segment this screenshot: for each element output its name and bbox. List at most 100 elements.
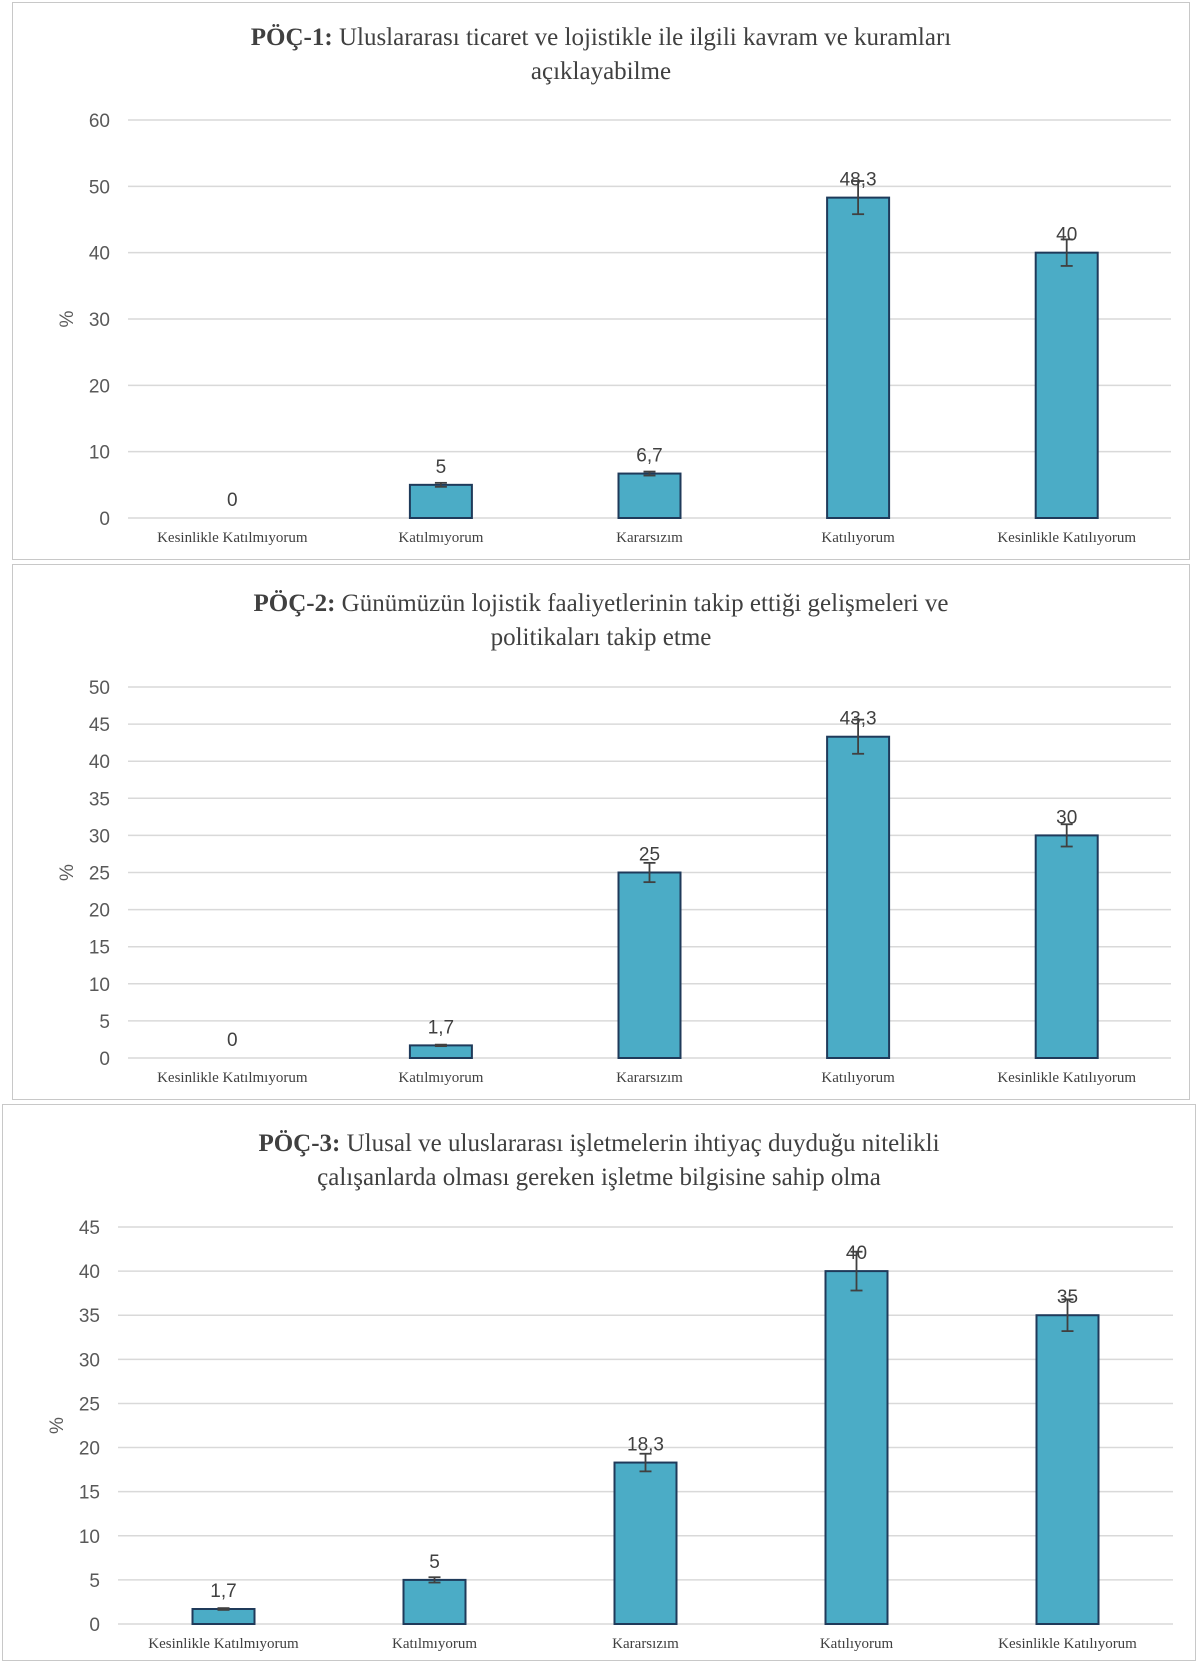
bar	[826, 196, 891, 520]
data-label: 35	[1057, 1287, 1078, 1308]
chart-title-2: PÖÇ-2: Günümüzün lojistik faaliyetlerini…	[13, 587, 1189, 655]
x-tick-label: Katılmıyorum	[398, 1070, 483, 1086]
data-label: 18,3	[627, 1435, 664, 1456]
y-axis-label: %	[47, 1417, 68, 1434]
y-tick-label: 5	[89, 1571, 100, 1592]
chart-title-line1: Günümüzün lojistik faaliyetlerinin takip…	[341, 590, 949, 617]
y-tick-label: 15	[89, 938, 110, 959]
x-tick-label: Katılıyorum	[821, 530, 895, 546]
bar	[1035, 1314, 1100, 1625]
x-tick-label: Katılıyorum	[821, 1070, 895, 1086]
bar	[613, 1461, 678, 1626]
data-label: 0	[227, 490, 238, 511]
y-tick-label: 45	[89, 715, 110, 736]
data-label: 48,3	[840, 170, 877, 191]
x-tick-label: Katılmıyorum	[398, 530, 483, 546]
y-tick-label: 20	[89, 376, 110, 397]
bar	[1034, 834, 1099, 1059]
error-bar	[852, 180, 865, 216]
bar	[402, 1578, 467, 1625]
x-tick-label: Kesinlikle Katılıyorum	[998, 1636, 1137, 1652]
error-bar	[643, 470, 656, 477]
x-tick-label: Kararsızım	[612, 1636, 679, 1652]
error-bar	[434, 481, 447, 488]
y-axis-label: %	[57, 864, 78, 881]
chart-panel-2: PÖÇ-2: Günümüzün lojistik faaliyetlerini…	[12, 564, 1190, 1100]
x-tick-label: Katılıyorum	[820, 1636, 894, 1652]
chart-title-line2: çalışanlarda olması gereken işletme bilg…	[317, 1164, 881, 1191]
error-bar	[1060, 823, 1073, 848]
bar	[408, 483, 473, 520]
y-tick-label: 10	[79, 1527, 100, 1548]
chart-title-line1: Uluslararası ticaret ve lojistikle ile i…	[338, 24, 952, 51]
data-label: 43,3	[840, 709, 877, 730]
y-tick-label: 40	[89, 244, 110, 265]
chart-title-3: PÖÇ-3: Ulusal ve uluslararası işletmeler…	[3, 1127, 1195, 1195]
bar	[191, 1608, 256, 1626]
chart-title-prefix: PÖÇ-1:	[250, 24, 333, 51]
bar	[826, 735, 891, 1060]
y-tick-label: 50	[89, 678, 110, 699]
error-bar	[1060, 238, 1073, 267]
bar	[1034, 251, 1099, 520]
chart-panel-1: PÖÇ-1: Uluslararası ticaret ve lojistikl…	[12, 2, 1190, 560]
y-tick-label: 35	[89, 789, 110, 810]
chart-title-line2: açıklayabilme	[530, 58, 672, 85]
y-tick-label: 50	[89, 177, 110, 198]
data-label: 40	[846, 1243, 867, 1264]
bar-chart-1: 0 10 20 30 40 50 60% 0 Kesinlikle Katılmıyorum 5 K…	[57, 111, 1171, 546]
error-bar	[217, 1607, 230, 1611]
x-tick-label: Kesinlikle Katılıyorum	[997, 1070, 1136, 1086]
y-tick-label: 0	[89, 1615, 100, 1636]
x-tick-label: Kesinlikle Katılmıyorum	[157, 1070, 308, 1086]
chart-title-1: PÖÇ-1: Uluslararası ticaret ve lojistikl…	[13, 21, 1189, 89]
chart-title-prefix: PÖÇ-3:	[258, 1130, 341, 1157]
y-tick-label: 30	[79, 1350, 100, 1371]
data-label: 25	[639, 845, 660, 866]
error-bar	[1061, 1298, 1074, 1333]
y-tick-label: 40	[79, 1262, 100, 1283]
bar	[408, 1044, 473, 1059]
chart-title-prefix: PÖÇ-2:	[253, 590, 336, 617]
y-tick-label: 0	[99, 1049, 110, 1070]
data-label: 0	[227, 1030, 238, 1051]
error-bar	[428, 1576, 441, 1584]
x-tick-label: Kararsızım	[616, 530, 683, 546]
bar-chart-2: 0 5 10 15 20 25 30 35 40 45 50% 0 Kesinlikle Katılmı…	[57, 678, 1171, 1086]
bar	[617, 472, 682, 520]
y-tick-label: 25	[79, 1394, 100, 1415]
error-bar	[639, 1452, 652, 1473]
data-label: 30	[1056, 807, 1077, 828]
data-label: 1,7	[428, 1017, 454, 1038]
error-bar	[643, 861, 656, 884]
chart-title-line2: politikaları takip etme	[490, 624, 712, 651]
y-tick-label: 45	[79, 1218, 100, 1239]
data-label: 1,7	[210, 1581, 236, 1602]
y-axis-label: %	[57, 310, 78, 327]
y-tick-label: 40	[89, 752, 110, 773]
data-label: 40	[1056, 225, 1077, 246]
y-tick-label: 35	[79, 1306, 100, 1327]
data-label: 6,7	[636, 446, 662, 467]
data-label: 5	[429, 1552, 440, 1573]
error-bar	[852, 718, 865, 755]
bar	[824, 1270, 889, 1625]
y-tick-label: 15	[79, 1483, 100, 1504]
bar	[617, 871, 682, 1059]
y-tick-label: 10	[89, 975, 110, 996]
y-tick-label: 5	[99, 1012, 110, 1033]
y-tick-label: 20	[89, 901, 110, 922]
x-tick-label: Kararsızım	[616, 1070, 683, 1086]
x-tick-label: Katılmıyorum	[392, 1636, 477, 1652]
error-bar	[434, 1043, 447, 1048]
error-bar	[850, 1250, 863, 1292]
x-tick-label: Kesinlikle Katılmıyorum	[157, 530, 308, 546]
y-tick-label: 25	[89, 864, 110, 885]
x-tick-label: Kesinlikle Katılıyorum	[997, 530, 1136, 546]
y-tick-label: 30	[89, 310, 110, 331]
y-tick-label: 0	[99, 509, 110, 530]
y-tick-label: 30	[89, 826, 110, 847]
data-label: 5	[436, 457, 447, 478]
bar-chart-3: 0 5 10 15 20 25 30 35 40 45% 1,7 Kesinlikle Katılmı…	[47, 1218, 1173, 1652]
chart-title-line1: Ulusal ve uluslararası işletmelerin ihti…	[346, 1130, 940, 1157]
